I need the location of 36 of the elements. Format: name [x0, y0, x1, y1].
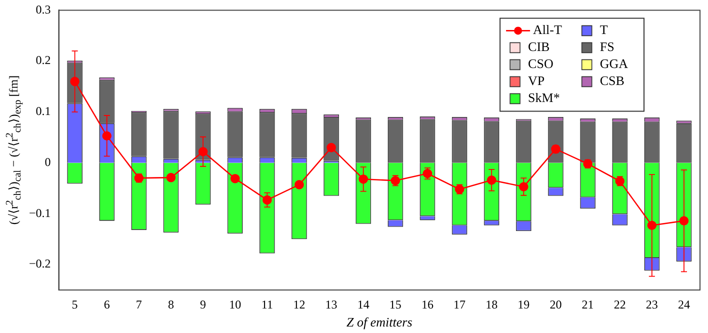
x-tick-label: 13 [325, 297, 338, 312]
legend-label: SkM* [528, 90, 560, 106]
x-tick-label: 18 [486, 297, 498, 312]
x-tick-label: 15 [389, 297, 402, 312]
legend-label: CSB [600, 73, 625, 88]
y-tick-label: 0.2 [36, 53, 51, 68]
x-tick-label: 22 [614, 297, 626, 312]
legend-label: VP [528, 73, 545, 88]
y-tick-label: 0 [44, 154, 51, 169]
x-tick-label: 12 [293, 297, 306, 312]
legend-label: FS [600, 39, 614, 54]
x-tick-label: 20 [550, 297, 562, 312]
legend-label: CSO [528, 56, 554, 72]
legend-label: T [600, 22, 608, 38]
x-axis-title: Z of emitters [346, 314, 412, 330]
x-tick-label: 17 [454, 297, 466, 312]
y-tick-label: −0.1 [28, 206, 51, 220]
legend-label: All-T [533, 22, 562, 38]
y-tick-label: −0.2 [28, 256, 51, 271]
legend-label: GGA [600, 56, 629, 72]
x-tick-label: 19 [518, 297, 530, 312]
x-tick-label: 23 [646, 297, 658, 312]
x-tick-label: 6 [104, 297, 110, 312]
y-tick-label: 0.1 [36, 104, 51, 118]
x-tick-label: 10 [229, 297, 242, 312]
y-tick-label: 0.3 [36, 2, 51, 16]
x-tick-label: 24 [678, 297, 690, 312]
x-tick-label: 16 [421, 297, 434, 312]
x-tick-label: 14 [357, 297, 370, 312]
x-tick-label: 11 [261, 297, 273, 312]
x-tick-label: 8 [168, 297, 174, 312]
x-tick-label: 9 [200, 297, 206, 312]
x-tick-label: 5 [72, 297, 78, 312]
x-tick-label: 7 [136, 297, 142, 312]
legend-label: CIB [528, 39, 550, 54]
x-tick-label: 21 [582, 297, 594, 312]
